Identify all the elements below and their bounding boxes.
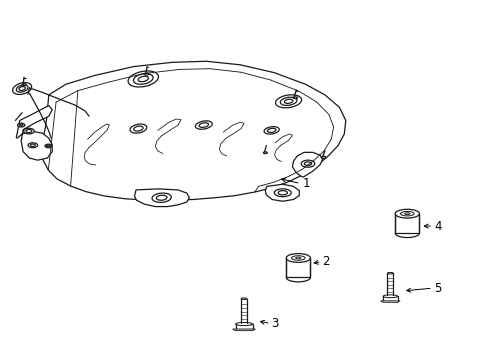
Polygon shape	[266, 184, 299, 201]
Ellipse shape	[24, 128, 34, 134]
Ellipse shape	[286, 253, 310, 262]
Polygon shape	[395, 214, 419, 233]
Ellipse shape	[26, 130, 32, 133]
Ellipse shape	[30, 144, 35, 147]
Polygon shape	[286, 258, 310, 278]
Ellipse shape	[20, 124, 23, 126]
Ellipse shape	[18, 123, 25, 127]
Polygon shape	[233, 329, 255, 330]
Ellipse shape	[400, 211, 414, 216]
Ellipse shape	[293, 97, 297, 99]
Ellipse shape	[295, 257, 301, 259]
Ellipse shape	[275, 95, 302, 108]
Ellipse shape	[241, 298, 247, 300]
Ellipse shape	[133, 74, 153, 84]
Ellipse shape	[264, 152, 267, 154]
Ellipse shape	[199, 123, 209, 127]
Ellipse shape	[130, 124, 147, 133]
Ellipse shape	[128, 71, 158, 87]
Ellipse shape	[196, 121, 212, 129]
Ellipse shape	[138, 76, 148, 82]
Ellipse shape	[45, 144, 52, 148]
Ellipse shape	[395, 209, 419, 218]
Polygon shape	[293, 152, 322, 177]
Ellipse shape	[16, 85, 28, 92]
Ellipse shape	[268, 128, 276, 132]
Text: 3: 3	[271, 317, 279, 330]
Text: 5: 5	[434, 282, 441, 294]
Ellipse shape	[22, 84, 26, 86]
Ellipse shape	[383, 295, 397, 298]
Text: 4: 4	[434, 220, 441, 233]
Ellipse shape	[301, 160, 315, 167]
Polygon shape	[135, 189, 189, 207]
Ellipse shape	[274, 189, 291, 197]
Ellipse shape	[388, 273, 393, 274]
Polygon shape	[42, 61, 346, 200]
Ellipse shape	[156, 195, 167, 200]
Ellipse shape	[284, 99, 293, 103]
Ellipse shape	[304, 162, 312, 166]
Ellipse shape	[236, 323, 252, 325]
Ellipse shape	[278, 191, 288, 195]
Ellipse shape	[280, 97, 297, 105]
Ellipse shape	[152, 193, 172, 202]
Text: 2: 2	[322, 255, 330, 268]
Ellipse shape	[134, 126, 143, 131]
Ellipse shape	[144, 73, 149, 75]
Ellipse shape	[264, 127, 279, 134]
Ellipse shape	[28, 143, 38, 148]
Ellipse shape	[13, 83, 32, 94]
Polygon shape	[381, 301, 400, 302]
Ellipse shape	[47, 145, 50, 147]
Ellipse shape	[321, 156, 326, 158]
Ellipse shape	[19, 86, 25, 90]
Polygon shape	[236, 324, 252, 329]
Ellipse shape	[405, 213, 410, 215]
Polygon shape	[16, 105, 52, 160]
Polygon shape	[383, 296, 397, 301]
Ellipse shape	[292, 256, 305, 260]
Text: 1: 1	[303, 177, 311, 190]
